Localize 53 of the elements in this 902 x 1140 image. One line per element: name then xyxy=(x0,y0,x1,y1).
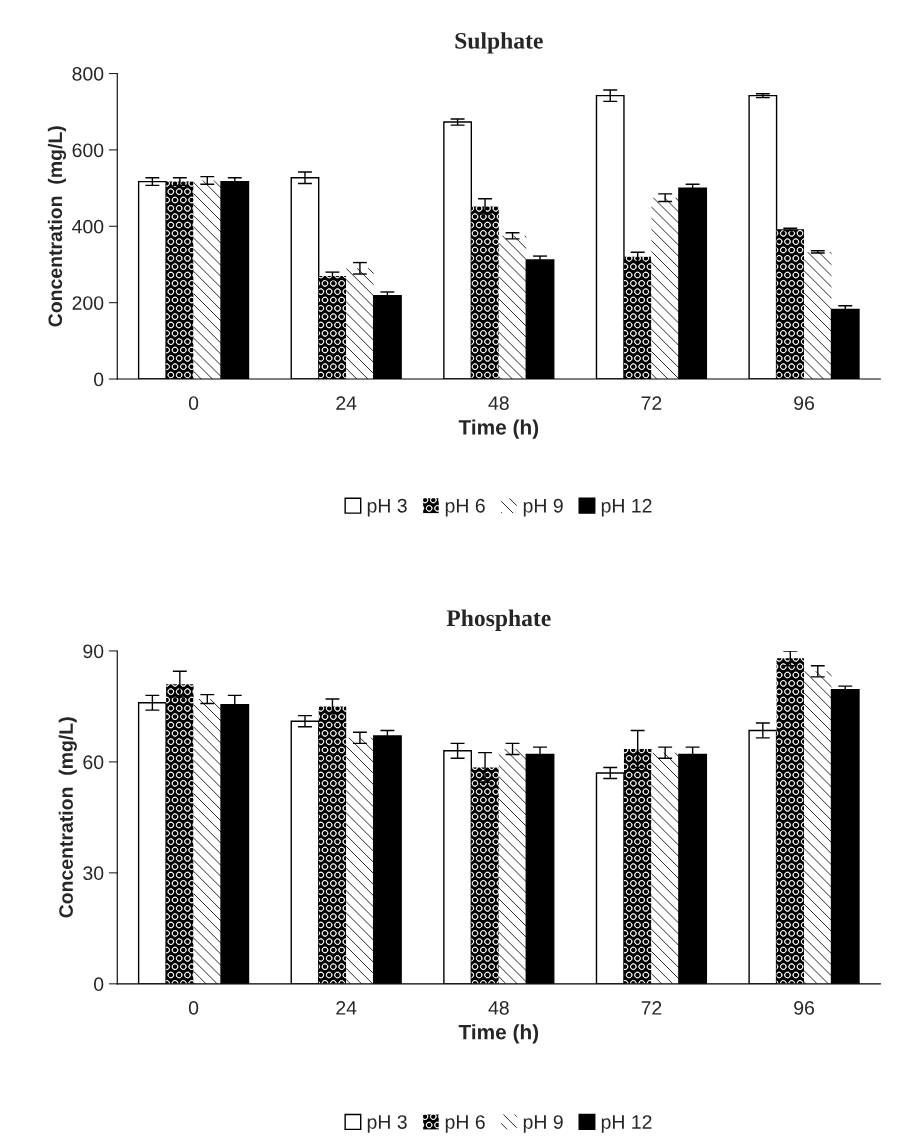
x-tick-label: 48 xyxy=(488,396,509,410)
bar xyxy=(318,706,347,984)
x-tick-label: 24 xyxy=(336,1001,357,1015)
legend-label: pH 6 xyxy=(445,1115,485,1133)
bar xyxy=(651,752,679,984)
x-tick-label: 24 xyxy=(336,396,357,410)
y-tick-label: 400 xyxy=(72,219,104,234)
bar xyxy=(166,684,194,984)
bar xyxy=(623,256,652,380)
chart-title: Sulphate xyxy=(455,32,543,54)
x-tick-label: 48 xyxy=(488,1001,509,1015)
bar xyxy=(346,737,374,984)
legend-label: pH 9 xyxy=(523,1115,563,1133)
legend-label: pH 12 xyxy=(601,1115,652,1133)
y-tick-label: 600 xyxy=(72,143,104,158)
x-tick-label: 96 xyxy=(794,1001,814,1015)
chart-title: Phosphate xyxy=(446,609,551,631)
legend-label: pH 9 xyxy=(523,498,563,517)
bar xyxy=(804,671,832,984)
bar xyxy=(498,748,527,984)
y-axis-title: Concentration (mg/L) xyxy=(58,717,77,918)
bar xyxy=(776,658,805,984)
bar xyxy=(804,251,832,380)
legend-label: pH 6 xyxy=(445,498,485,517)
bar xyxy=(776,229,805,380)
y-tick-label: 0 xyxy=(94,372,104,387)
x-axis-title: Time (h) xyxy=(458,419,539,439)
y-tick-label: 800 xyxy=(72,67,104,81)
bar xyxy=(166,181,194,380)
y-tick-label: 200 xyxy=(72,296,104,310)
x-tick-label: 96 xyxy=(794,396,814,410)
bar xyxy=(318,275,347,380)
x-tick-label: 72 xyxy=(641,396,662,410)
y-tick-label: 60 xyxy=(83,755,104,770)
y-axis-title: Concentration (mg/L) xyxy=(47,126,67,327)
legend-label: pH 3 xyxy=(367,1115,407,1133)
bar xyxy=(346,268,374,380)
bar xyxy=(193,699,222,984)
legend-label: pH 12 xyxy=(601,498,652,517)
x-axis-title: Time (h) xyxy=(458,1024,539,1044)
legend-label: pH 3 xyxy=(367,498,407,517)
bar xyxy=(471,767,499,984)
bar xyxy=(471,206,499,380)
bar xyxy=(651,197,679,380)
x-tick-label: 72 xyxy=(641,1001,662,1015)
x-tick-label: 0 xyxy=(188,396,199,410)
y-tick-label: 0 xyxy=(94,977,104,992)
x-tick-label: 0 xyxy=(188,1001,199,1015)
bar xyxy=(623,748,652,984)
bar xyxy=(193,180,222,380)
y-tick-label: 30 xyxy=(83,866,104,881)
y-tick-label: 90 xyxy=(83,644,104,659)
bar xyxy=(498,235,527,380)
